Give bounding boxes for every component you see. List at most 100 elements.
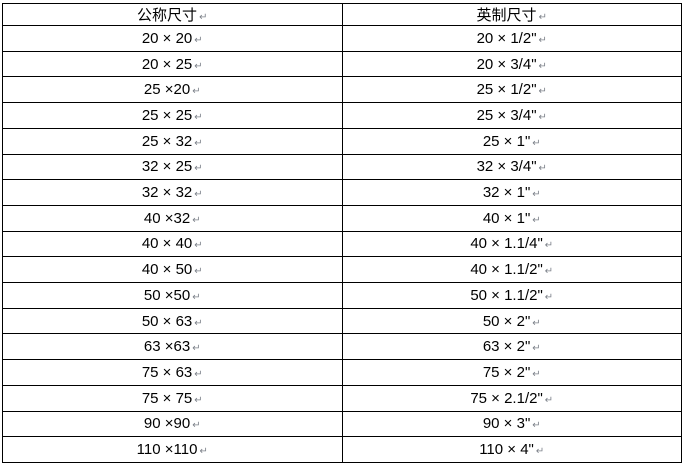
paragraph-mark-icon: ↵ <box>194 137 203 149</box>
paragraph-mark-icon: ↵ <box>538 111 547 123</box>
imperial-size-cell: 25 × 3/4" ↵ <box>341 102 682 129</box>
size-conversion-table: 公称尺寸 ↵ 英制尺寸 ↵ 20 × 20 ↵ 20 × 1/2" ↵ 20 × 25 ↵ 20… <box>2 3 682 463</box>
imperial-size-cell: 40 × 1" ↵ <box>341 204 682 232</box>
nominal-size-cell: 50 ×50 ↵ <box>2 282 343 309</box>
cell-text: 110 × 4" <box>479 441 534 459</box>
cell-text: 90 ×90 <box>143 415 191 433</box>
cell-text: 32 × 1" <box>482 184 531 202</box>
paragraph-mark-icon: ↵ <box>199 12 208 23</box>
cell-text: 25 × 25 <box>141 106 193 124</box>
imperial-size-cell: 50 × 2" ↵ <box>341 307 682 335</box>
paragraph-mark-icon: ↵ <box>544 266 554 278</box>
cell-text: 75 × 2" <box>482 363 531 381</box>
nominal-size-cell: 32 × 25 ↵ <box>2 153 343 181</box>
paragraph-mark-icon: ↵ <box>192 214 201 226</box>
paragraph-mark-icon: ↵ <box>535 446 545 458</box>
table-row: 75 × 63 ↵ 75 × 2" ↵ <box>2 359 682 386</box>
paragraph-mark-icon: ↵ <box>194 368 203 380</box>
paragraph-mark-icon: ↵ <box>192 420 201 432</box>
nominal-size-cell: 40 ×32 ↵ <box>2 204 343 232</box>
cell-text: 75 × 75 <box>141 389 193 407</box>
table-row: 63 ×63 ↵ 63 × 2" ↵ <box>2 333 682 361</box>
cell-text: 40 × 1" <box>482 209 531 227</box>
paragraph-mark-icon: ↵ <box>532 420 541 432</box>
table-row: 32 × 25 ↵ 32 × 3/4" ↵ <box>2 153 682 181</box>
paragraph-mark-icon: ↵ <box>192 291 201 303</box>
paragraph-mark-icon: ↵ <box>544 291 554 303</box>
cell-text: 20 × 25 <box>141 55 193 73</box>
nominal-size-cell: 75 × 75 ↵ <box>2 384 343 412</box>
paragraph-mark-icon: ↵ <box>192 86 201 98</box>
header-label: 英制尺寸 <box>476 7 537 24</box>
nominal-size-cell: 40 × 40 ↵ <box>2 230 343 258</box>
cell-text: 20 × 1/2" <box>476 29 537 47</box>
nominal-size-cell: 110 ×110 ↵ <box>2 436 343 463</box>
table-row: 40 ×32 ↵ 40 × 1" ↵ <box>2 204 682 232</box>
paragraph-mark-icon: ↵ <box>538 163 547 175</box>
paragraph-mark-icon: ↵ <box>532 368 541 380</box>
imperial-size-cell: 63 × 2" ↵ <box>341 333 682 361</box>
nominal-size-cell: 32 × 32 ↵ <box>2 179 343 206</box>
paragraph-mark-icon: ↵ <box>538 86 547 98</box>
cell-text: 90 × 3" <box>482 415 531 433</box>
cell-text: 32 × 25 <box>141 158 193 176</box>
header-label: 公称尺寸 <box>137 7 198 24</box>
cell-text: 63 × 2" <box>482 338 531 356</box>
paragraph-mark-icon: ↵ <box>194 111 203 123</box>
cell-text: 20 × 20 <box>141 29 193 47</box>
paragraph-mark-icon: ↵ <box>532 189 541 201</box>
nominal-size-cell: 25 × 32 ↵ <box>2 127 343 155</box>
column-header-nominal-size: 公称尺寸 ↵ <box>2 3 343 26</box>
imperial-size-cell: 32 × 3/4" ↵ <box>341 153 682 181</box>
cell-text: 110 ×110 <box>136 441 198 459</box>
imperial-size-cell: 75 × 2.1/2" ↵ <box>341 384 682 412</box>
cell-text: 25 × 1/2" <box>476 81 537 99</box>
cell-text: 25 × 1" <box>482 132 531 150</box>
cell-text: 20 × 3/4" <box>476 55 537 73</box>
cell-text: 40 × 50 <box>141 261 193 279</box>
paragraph-mark-icon: ↵ <box>194 34 203 46</box>
cell-text: 50 × 1.1/2" <box>470 286 543 304</box>
paragraph-mark-icon: ↵ <box>194 60 203 72</box>
table-row: 25 × 25 ↵ 25 × 3/4" ↵ <box>2 102 682 129</box>
paragraph-mark-icon: ↵ <box>538 12 547 23</box>
table-row: 20 × 20 ↵ 20 × 1/2" ↵ <box>2 25 682 52</box>
table-row: 20 × 25 ↵ 20 × 3/4" ↵ <box>2 50 682 78</box>
table-row: 25 × 32 ↵ 25 × 1" ↵ <box>2 127 682 155</box>
table-row: 110 ×110 ↵ 110 × 4" ↵ <box>2 436 682 463</box>
cell-text: 75 × 2.1/2" <box>470 389 543 407</box>
cell-text: 75 × 63 <box>141 363 193 381</box>
paragraph-mark-icon: ↵ <box>199 446 208 458</box>
cell-text: 32 × 3/4" <box>476 158 537 176</box>
column-header-imperial-size: 英制尺寸 ↵ <box>341 3 682 26</box>
cell-text: 32 × 32 <box>141 184 193 202</box>
cell-text: 40 × 40 <box>141 235 193 253</box>
cell-text: 50 ×50 <box>143 286 191 304</box>
cell-text: 40 ×32 <box>143 209 191 227</box>
nominal-size-cell: 75 × 63 ↵ <box>2 359 343 386</box>
cell-text: 25 ×20 <box>143 81 191 99</box>
imperial-size-cell: 20 × 3/4" ↵ <box>341 50 682 78</box>
cell-text: 63 ×63 <box>143 338 191 356</box>
imperial-size-cell: 40 × 1.1/2" ↵ <box>341 256 682 284</box>
table-row: 50 × 63 ↵ 50 × 2" ↵ <box>2 307 682 335</box>
paragraph-mark-icon: ↵ <box>194 163 203 175</box>
imperial-size-cell: 50 × 1.1/2" ↵ <box>341 282 682 309</box>
paragraph-mark-icon: ↵ <box>194 189 203 201</box>
paragraph-mark-icon: ↵ <box>532 317 541 329</box>
cell-text: 40 × 1.1/4" <box>470 235 543 253</box>
nominal-size-cell: 50 × 63 ↵ <box>2 307 343 335</box>
paragraph-mark-icon: ↵ <box>532 137 541 149</box>
imperial-size-cell: 25 × 1" ↵ <box>341 127 682 155</box>
imperial-size-cell: 32 × 1" ↵ <box>341 179 682 206</box>
paragraph-mark-icon: ↵ <box>532 343 541 355</box>
paragraph-mark-icon: ↵ <box>538 34 547 46</box>
imperial-size-cell: 110 × 4" ↵ <box>341 436 682 463</box>
table-row: 25 ×20 ↵ 25 × 1/2" ↵ <box>2 76 682 104</box>
paragraph-mark-icon: ↵ <box>544 240 554 252</box>
table-row: 50 ×50 ↵ 50 × 1.1/2" ↵ <box>2 282 682 309</box>
paragraph-mark-icon: ↵ <box>192 343 201 355</box>
nominal-size-cell: 20 × 20 ↵ <box>2 25 343 52</box>
table-header: 公称尺寸 ↵ 英制尺寸 ↵ <box>2 3 682 26</box>
